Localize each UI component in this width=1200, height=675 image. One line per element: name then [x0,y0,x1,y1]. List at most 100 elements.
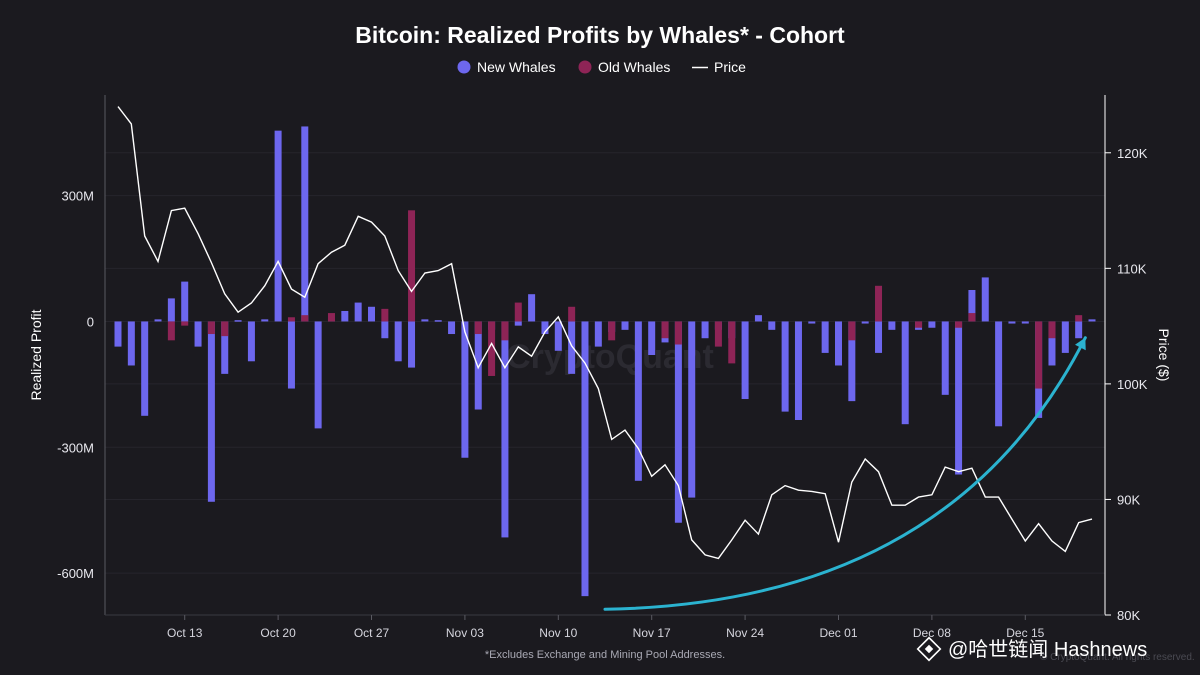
left-y-tick-label: 0 [87,314,94,329]
new-whales-bar [794,321,802,420]
bars [114,126,1096,597]
old-whales-bar [181,321,189,326]
right-y-tick-label: 100K [1117,377,1148,392]
left-y-tick-label: -300M [57,440,94,455]
binance-diamond-icon [916,636,942,662]
old-whales-bar [474,321,482,335]
new-whales-bar [501,321,509,538]
corner-copyright: © CryptoQuant. All rights reserved. [1040,652,1195,663]
old-whales-bar [674,321,682,345]
new-whales-bar [421,319,429,322]
old-whales-bar [221,321,229,337]
old-whales-bar [714,321,722,347]
left-y-tick-label: 300M [61,189,94,204]
legend-old-whales-marker [578,60,592,74]
left-axis-title: Realized Profit [28,309,44,400]
new-whales-bar [741,321,749,400]
right-y-tick-label: 110K [1117,261,1147,276]
new-whales-bar [888,321,896,330]
new-whales-bar [261,319,269,322]
source-watermark-text: @哈世链闻 Hashnews [948,638,1147,661]
new-whales-bar [875,321,883,353]
new-whales-bar [474,321,482,410]
legend: New Whales Old Whales Price [457,59,746,75]
old-whales-bar [408,210,416,322]
new-whales-bar [1075,321,1083,339]
x-ticks: Oct 13 Oct 20 Oct 27 Nov 03 Nov 10 Nov 17 Nov … [167,615,1045,640]
new-whales-bar [634,321,642,481]
old-whales-bar [968,313,976,322]
x-tick-label: Nov 17 [633,626,671,640]
gridlines [105,152,1105,574]
new-whales-bar [221,321,229,374]
growth-arrow [603,336,1087,611]
new-whales-bar [674,321,682,523]
legend-old-whales-label[interactable]: Old Whales [598,59,670,75]
new-whales-bar [408,321,416,368]
new-whales-bar [247,321,255,362]
old-whales-bar [207,321,215,335]
old-whales-bar [661,321,669,339]
x-tick-label: Dec 08 [913,626,951,640]
old-whales-bar [327,313,335,322]
new-whales-bar [274,130,282,322]
new-whales-bar [314,321,322,429]
old-whales-bar [514,302,522,322]
new-whales-bar [554,321,562,351]
old-whales-bar [167,321,175,341]
new-whales-bar [594,321,602,347]
x-tick-label: Nov 10 [539,626,577,640]
new-whales-bar [861,321,869,324]
x-tick-label: Dec 15 [1006,626,1044,640]
new-whales-bar [968,290,976,322]
new-whales-bar [1088,319,1096,322]
new-whales-bar [688,321,696,498]
right-y-tick-label: 90K [1117,492,1140,507]
old-whales-bar [1048,321,1056,339]
new-whales-bar [461,321,469,458]
chart-title: Bitcoin: Realized Profits by Whales* - C… [355,22,845,48]
right-y-tick-label: 80K [1117,608,1140,623]
new-whales-bar [648,321,656,355]
old-whales-bar [955,321,963,328]
new-whales-bar [127,321,135,366]
new-whales-bar [354,302,362,322]
right-y-tick-label: 120K [1117,146,1148,161]
x-tick-label: Oct 20 [260,626,296,640]
old-whales-bar [501,321,509,341]
old-whales-bar [608,321,616,341]
old-whales-bar [381,308,389,322]
source-watermark: @哈世链闻 Hashnews [916,636,1147,662]
new-whales-bar [301,126,309,322]
left-y-tick-label: -600M [57,566,94,581]
old-whales-bar [848,321,856,341]
x-tick-label: Nov 24 [726,626,764,640]
arrow-head [1075,337,1086,351]
old-whales-bar [488,321,496,376]
x-tick-label: Dec 01 [819,626,857,640]
new-whales-bar [167,298,175,322]
legend-new-whales-label[interactable]: New Whales [477,59,556,75]
new-whales-bar [341,310,349,322]
new-whales-bar [1008,321,1016,324]
new-whales-bar [834,321,842,366]
old-whales-bar [287,317,295,322]
new-whales-bar [768,321,776,330]
new-whales-bar [821,321,829,353]
x-tick-label: Oct 27 [354,626,390,640]
new-whales-bar [981,277,989,322]
x-tick-label: Oct 13 [167,626,203,640]
new-whales-bar [781,321,789,412]
new-whales-bar [1048,321,1056,366]
new-whales-bar [287,321,295,389]
new-whales-bar [448,321,456,335]
old-whales-bar [301,315,309,322]
old-whales-bar [1035,321,1043,389]
right-axis-title: Price ($) [1156,329,1172,382]
new-whales-bar [848,321,856,402]
legend-price-label[interactable]: Price [714,59,746,75]
new-whales-bar [621,321,629,330]
new-whales-bar [381,321,389,339]
arrow-curve [603,336,1087,611]
old-whales-bar [915,321,923,328]
